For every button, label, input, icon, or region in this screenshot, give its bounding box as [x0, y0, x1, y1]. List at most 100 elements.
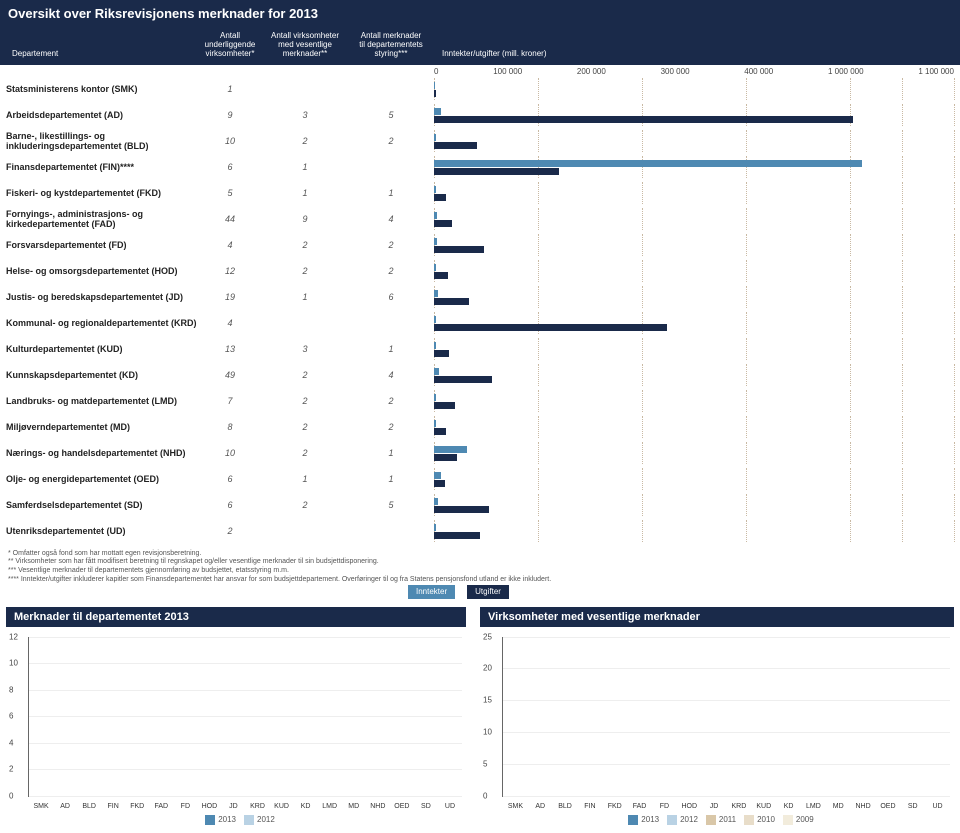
- row-n3: 5: [348, 110, 434, 120]
- axis-tick: 100 000: [493, 67, 522, 76]
- y-tick: 0: [9, 791, 13, 800]
- row-n2: 2: [262, 370, 348, 380]
- row-bars: [434, 338, 960, 360]
- row-label: Forsvarsdepartementet (FD): [0, 240, 198, 250]
- chart-left-title: Merknader til departementet 2013: [6, 607, 466, 627]
- page-title: Oversikt over Riksrevisjonens merknader …: [8, 6, 318, 29]
- x-label: UD: [438, 803, 462, 810]
- x-label: FKD: [602, 803, 627, 810]
- chart-right-title: Virksomheter med vesentlige merknader: [480, 607, 954, 627]
- row-n3: 2: [348, 240, 434, 250]
- row-n1: 19: [198, 292, 262, 302]
- y-tick: 4: [9, 738, 13, 747]
- row-n1: 12: [198, 266, 262, 276]
- footnotes: * Omfatter også fond som har mottatt ege…: [0, 544, 960, 603]
- legend-inntekt-utgift: Inntekter Utgifter: [408, 585, 509, 599]
- row-bars: [434, 442, 960, 464]
- row-label: Helse- og omsorgsdepartementet (HOD): [0, 266, 198, 276]
- legend-item: 2013: [218, 815, 236, 824]
- row-label: Miljøverndepartementet (MD): [0, 422, 198, 432]
- y-tick: 5: [483, 759, 487, 768]
- x-label: FAD: [149, 803, 173, 810]
- row-label: Finansdepartementet (FIN)****: [0, 162, 198, 172]
- x-label: FD: [173, 803, 197, 810]
- x-label: KUD: [751, 803, 776, 810]
- row-n1: 8: [198, 422, 262, 432]
- row-bars: [434, 260, 960, 282]
- axis-tick: 200 000: [577, 67, 606, 76]
- row-bars: [434, 416, 960, 438]
- row-label: Justis- og beredskapsdepartementet (JD): [0, 292, 198, 302]
- row-bars: [434, 286, 960, 308]
- row-n1: 2: [198, 526, 262, 536]
- row-n3: 4: [348, 370, 434, 380]
- table-row: Nærings- og handelsdepartementet (NHD)10…: [0, 440, 960, 466]
- row-label: Olje- og energidepartementet (OED): [0, 474, 198, 484]
- axis-ticks: 0100 000200 000300 000400 0001 000 0001 …: [0, 65, 960, 76]
- row-n3: 1: [348, 448, 434, 458]
- x-label: KUD: [270, 803, 294, 810]
- y-tick: 0: [483, 791, 487, 800]
- x-label: KD: [294, 803, 318, 810]
- x-label: LMD: [801, 803, 826, 810]
- x-label: KRD: [727, 803, 752, 810]
- col-c4: Inntekter/utgifter (mill. kroner): [434, 49, 952, 62]
- legend-item: 2010: [757, 815, 775, 824]
- row-n1: 1: [198, 84, 262, 94]
- y-tick: 10: [9, 659, 18, 668]
- footnote: **** Inntekter/utgifter inkluderer kapit…: [8, 576, 952, 585]
- row-n1: 10: [198, 448, 262, 458]
- row-n3: 2: [348, 266, 434, 276]
- row-n2: 2: [262, 266, 348, 276]
- table-row: Kulturdepartementet (KUD)1331: [0, 336, 960, 362]
- x-label: MD: [342, 803, 366, 810]
- x-label: HOD: [197, 803, 221, 810]
- x-label: SD: [414, 803, 438, 810]
- row-n1: 13: [198, 344, 262, 354]
- x-label: LMD: [318, 803, 342, 810]
- row-bars: [434, 312, 960, 334]
- row-n2: 3: [262, 110, 348, 120]
- table-row: Justis- og beredskapsdepartementet (JD)1…: [0, 284, 960, 310]
- x-label: BLD: [77, 803, 101, 810]
- row-bars: [434, 182, 960, 204]
- table-row: Fiskeri- og kystdepartementet (FKD)511: [0, 180, 960, 206]
- row-bars: [434, 104, 960, 126]
- row-n1: 7: [198, 396, 262, 406]
- legend-item: 2013: [641, 815, 659, 824]
- table-row: Kommunal- og regionaldepartementet (KRD)…: [0, 310, 960, 336]
- x-label: FAD: [627, 803, 652, 810]
- table-row: Forsvarsdepartementet (FD)422: [0, 232, 960, 258]
- row-bars: [434, 156, 960, 178]
- col-c2: Antall virksomhetermed vesentligemerknad…: [262, 31, 348, 63]
- x-label: SMK: [503, 803, 528, 810]
- legend-item: 2012: [257, 815, 275, 824]
- data-rows: Statsministerens kontor (SMK)1Arbeidsdep…: [0, 76, 960, 544]
- row-n3: 2: [348, 396, 434, 406]
- x-label: FD: [652, 803, 677, 810]
- footnote: * Omfatter også fond som har mottatt ege…: [8, 550, 952, 559]
- row-bars: [434, 234, 960, 256]
- table-row: Barne-, likestillings- oginkluderingsdep…: [0, 128, 960, 154]
- footnote: *** Vesentlige merknader til departement…: [8, 567, 952, 576]
- row-label: Landbruks- og matdepartementet (LMD): [0, 396, 198, 406]
- row-n2: 9: [262, 214, 348, 224]
- bottom-charts: Merknader til departementet 2013 0246810…: [0, 603, 960, 833]
- row-n3: 1: [348, 474, 434, 484]
- x-label: FIN: [577, 803, 602, 810]
- y-tick: 25: [483, 632, 492, 641]
- y-tick: 8: [9, 685, 13, 694]
- table-row: Fornyings-, administrasjons- ogkirkedepa…: [0, 206, 960, 232]
- row-label: Arbeidsdepartementet (AD): [0, 110, 198, 120]
- y-tick: 6: [9, 712, 13, 721]
- axis-tick: 400 000: [744, 67, 773, 76]
- row-label: Fornyings-, administrasjons- ogkirkedepa…: [0, 209, 198, 229]
- legend-inntekter: Inntekter: [408, 585, 455, 599]
- table-row: Finansdepartementet (FIN)****61: [0, 154, 960, 180]
- x-label: UD: [925, 803, 950, 810]
- row-n1: 4: [198, 318, 262, 328]
- row-n3: 1: [348, 344, 434, 354]
- row-n2: 2: [262, 448, 348, 458]
- table-row: Arbeidsdepartementet (AD)935: [0, 102, 960, 128]
- row-n1: 10: [198, 136, 262, 146]
